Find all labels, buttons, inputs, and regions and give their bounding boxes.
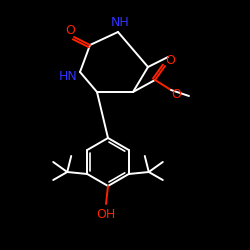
Text: HN: HN — [58, 70, 78, 82]
Text: O: O — [171, 88, 181, 101]
Text: O: O — [65, 24, 75, 38]
Text: NH: NH — [110, 16, 130, 28]
Text: O: O — [165, 54, 175, 68]
Text: OH: OH — [96, 208, 116, 220]
